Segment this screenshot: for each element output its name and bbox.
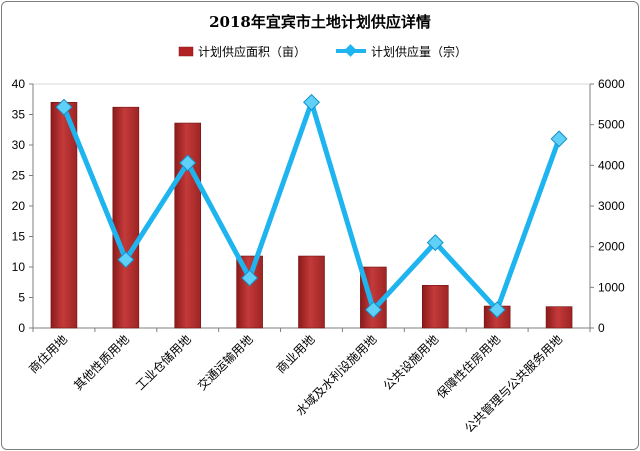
line-point [550,130,568,148]
bar [174,122,202,329]
legend-diamond-marker [344,44,357,57]
line-point [303,93,320,111]
category-label: 保障性住房用地 [433,332,503,402]
bar [112,106,140,329]
right-tick-label: 4000 [598,158,625,172]
right-axis: 0 1000 2000 3000 4000 5000 6000 [590,77,625,335]
category-label: 其他性质用地 [71,332,132,393]
right-tick-label: 3000 [598,199,625,213]
left-tick-label: 5 [18,291,25,305]
line-point [117,251,135,269]
right-tick-label: 0 [598,321,605,335]
bar-series [50,102,573,329]
right-tick-label: 1000 [598,280,625,294]
left-tick-label: 35 [12,108,26,122]
left-axis: 0 5 10 15 20 25 30 35 40 [12,77,33,335]
category-label: 商住用地 [26,332,71,377]
line-point [55,98,73,116]
line-point [426,234,444,252]
legend: 计划供应面积（亩） 计划供应量（宗） [178,44,467,59]
left-tick-label: 30 [12,138,26,152]
bar [545,306,573,329]
bar [236,255,263,329]
chart-title: 2018年宜宾市土地计划供应详情 [209,13,431,31]
left-tick-label: 40 [12,77,26,91]
legend-line-label: 计划供应量（宗） [371,44,467,59]
line-point [241,269,259,287]
left-tick-label: 25 [12,169,26,183]
line-point [179,154,197,172]
category-label: 工业仓储用地 [132,332,194,394]
right-tick-label: 5000 [598,118,625,132]
category-label: 公共管理与公共服务用地 [461,332,565,436]
right-tick-label: 2000 [598,240,625,254]
left-tick-label: 20 [12,199,26,213]
legend-bar-label: 计划供应面积（亩） [198,44,306,59]
category-label: 公共设施用地 [381,332,442,393]
legend-bar-swatch [178,46,194,57]
bar [421,284,449,329]
left-tick-label: 0 [18,321,25,335]
category-label: 商业用地 [273,332,318,377]
category-label: 交通运输用地 [194,332,256,394]
line-point [364,301,382,319]
right-tick-label: 6000 [598,77,625,91]
bar [298,255,325,329]
line-series [55,93,568,319]
line-point [488,301,506,319]
left-tick-label: 10 [12,260,26,274]
left-tick-label: 15 [12,230,26,244]
